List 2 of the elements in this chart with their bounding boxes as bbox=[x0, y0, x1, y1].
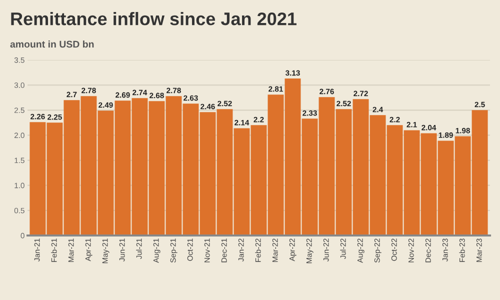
chart-title: Remittance inflow since Jan 2021 bbox=[11, 12, 296, 26]
chart-subtitle: amount in USD bn bbox=[10, 40, 94, 48]
